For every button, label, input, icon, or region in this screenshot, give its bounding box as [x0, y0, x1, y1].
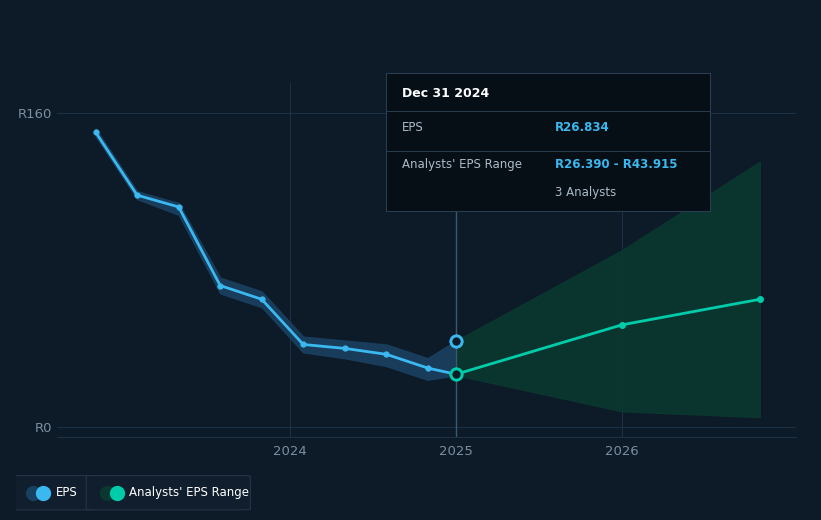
Text: R26.390 - R43.915: R26.390 - R43.915: [554, 158, 677, 171]
Text: R26.834: R26.834: [554, 121, 609, 134]
Text: EPS: EPS: [56, 486, 77, 499]
Text: 3 Analysts: 3 Analysts: [554, 186, 616, 199]
Text: Analysts' EPS Range: Analysts' EPS Range: [130, 486, 250, 499]
Text: EPS: EPS: [402, 121, 424, 134]
FancyBboxPatch shape: [12, 475, 94, 510]
Text: Analysts Forecasts: Analysts Forecasts: [461, 107, 571, 120]
Text: Actual: Actual: [414, 107, 451, 120]
Text: Dec 31 2024: Dec 31 2024: [402, 86, 489, 100]
Text: Analysts' EPS Range: Analysts' EPS Range: [402, 158, 522, 171]
FancyBboxPatch shape: [86, 475, 250, 510]
